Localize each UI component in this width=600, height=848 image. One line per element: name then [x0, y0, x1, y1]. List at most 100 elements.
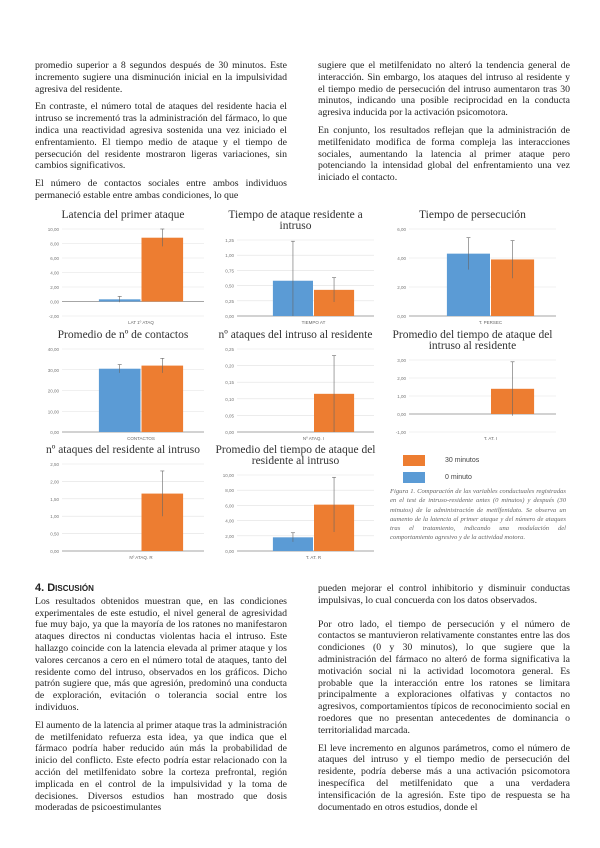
chart: Promedio del tiempo de ataque del intrus…: [385, 329, 560, 442]
y-tick-label: 0,15: [225, 380, 234, 385]
y-tick-label: 30,00: [48, 368, 60, 373]
y-tick-label: 1,00: [397, 394, 406, 399]
bar-30min: [141, 237, 184, 302]
paragraph: El aumento de la latencia al primer ataq…: [35, 719, 287, 814]
paragraph: Los resultados obtenidos muestran que, e…: [35, 595, 287, 713]
chart-plot: 2,50 2,00 1,50 1,00 0,50 0,00 Nº ATAQ. R: [50, 462, 204, 560]
y-tick-label: -1,00: [396, 430, 407, 435]
y-tick-label: 0,00: [225, 549, 234, 554]
y-tick-label: 2,00: [50, 479, 59, 484]
bottom-right-column: pueden mejorar el control inhibitorio y …: [318, 583, 570, 819]
paragraph: En contraste, el número total de ataques…: [35, 101, 287, 172]
chart-plot: 10,00 8,00 6,00 4,00 2,00 0,00 -2,00 LAT 1º ATA…: [48, 227, 204, 325]
chart: Latencia del primer ataque 10,00 8,00 6,00 4…: [38, 209, 208, 326]
x-category-label: TIEMPO AT: [302, 320, 326, 325]
y-tick-label: 0,05: [225, 413, 234, 418]
y-tick-label: 40,00: [48, 347, 60, 352]
chart-plot: 10,00 8,00 6,00 4,00 2,00 0,00 T. AT. R: [223, 473, 374, 560]
y-tick-label: 1,50: [50, 497, 59, 502]
top-right-column: sugiere que el metilfenidato no alteró l…: [318, 60, 570, 190]
chart: Tiempo de ataque residente a intruso 1,25…: [213, 209, 378, 326]
bottom-left-column: 4. Discusión Los resultados obtenidos mu…: [35, 582, 287, 820]
legend-item-0min: 0 minuto: [403, 472, 479, 483]
x-category-label: T. AT. I: [484, 436, 497, 441]
y-tick-label: 0,00: [50, 300, 59, 305]
chart-title: Promedio de nº de contactos: [57, 329, 189, 341]
bar-30min: [141, 365, 184, 432]
y-tick-label: 6,00: [397, 227, 406, 232]
bar-0min: [98, 368, 141, 432]
y-tick-label: 0,25: [225, 347, 234, 352]
paragraph: sugiere que el metilfenidato no alteró l…: [318, 60, 570, 119]
y-tick-label: 1,00: [50, 514, 59, 519]
chart-title: nº ataques del intruso al residente: [218, 329, 373, 341]
chart-title: Promedio del tiempo de ataque del intrus…: [392, 329, 553, 352]
chart-title: nº ataques del residente al intruso: [46, 444, 200, 456]
paragraph: Por otro lado, el tiempo de persecución …: [318, 618, 570, 736]
x-category-label: CONTACTOS: [127, 436, 155, 441]
y-tick-label: 0,00: [225, 430, 234, 435]
x-category-label: T. AT. R: [306, 555, 322, 560]
y-tick-label: 8,00: [225, 488, 234, 493]
y-tick-label: 2,00: [397, 376, 406, 381]
y-tick-label: 3,00: [397, 358, 406, 363]
y-tick-label: 2,00: [50, 285, 59, 290]
paragraph: El leve incremento en algunos parámetros…: [318, 742, 570, 813]
y-tick-label: 0,00: [397, 314, 406, 319]
y-tick-label: 4,00: [50, 271, 59, 276]
x-category-label: Nº ATAQ. R: [129, 555, 153, 560]
y-tick-label: 0,75: [225, 268, 234, 273]
top-left-column: promedio superior a 8 segundos después d…: [35, 60, 287, 208]
y-tick-label: 0,00: [50, 549, 59, 554]
y-tick-label: 2,00: [397, 285, 406, 290]
y-tick-label: 0,00: [50, 430, 59, 435]
y-tick-label: 0,00: [225, 314, 234, 319]
chart-legend: 30 minutos 0 minuto: [403, 455, 479, 489]
chart-plot: 1,25 1,00 0,75 0,50 0,25 0,00 TIEMPO AT: [225, 238, 374, 325]
paragraph: El número de contactos sociales entre am…: [35, 178, 287, 201]
legend-swatch: [403, 472, 425, 483]
y-tick-label: 0,20: [225, 364, 234, 369]
y-tick-label: 2,50: [50, 462, 59, 467]
y-tick-label: 0,50: [225, 284, 234, 289]
y-tick-label: 0,10: [225, 397, 234, 402]
x-category-label: Nº ATAQ. I: [303, 436, 324, 441]
legend-item-30min: 30 minutos: [403, 455, 479, 466]
chart-title: Latencia del primer ataque: [61, 209, 185, 221]
y-tick-label: 10,00: [48, 227, 60, 232]
x-category-label: LAT 1º ATAQ: [128, 320, 154, 325]
chart-plot: 3,00 2,00 1,00 0,00 -1,00 T. AT. I: [396, 358, 556, 441]
chart-title: Tiempo de persecución: [419, 209, 526, 221]
chart-plot: 40,00 30,00 20,00 10,00 0,00 CONTACTOS: [48, 347, 204, 441]
x-category-label: T. PERSEC: [479, 320, 503, 325]
chart: Tiempo de persecución 6,00 4,00 2,00 0,00 T. …: [385, 209, 560, 326]
y-tick-label: 4,00: [225, 519, 234, 524]
chart: Promedio de nº de contactos 40,00 30,00 20,…: [38, 329, 208, 442]
chart: nº ataques del intruso al residente 0,25 0…: [213, 329, 378, 442]
y-tick-label: 0,25: [225, 299, 234, 304]
chart: Promedio del tiempo de ataque del reside…: [213, 444, 378, 561]
y-tick-label: 20,00: [48, 389, 60, 394]
y-tick-label: 0,00: [397, 412, 406, 417]
y-tick-label: 2,00: [225, 534, 234, 539]
chart-plot: 6,00 4,00 2,00 0,00 T. PERSEC: [397, 227, 556, 325]
y-tick-label: 6,00: [50, 256, 59, 261]
y-tick-label: 6,00: [225, 503, 234, 508]
y-tick-label: 10,00: [48, 409, 60, 414]
y-tick-label: 0,50: [50, 532, 59, 537]
y-tick-label: 1,00: [225, 253, 234, 258]
y-tick-label: -2,00: [49, 314, 60, 319]
paragraph: pueden mejorar el control inhibitorio y …: [318, 583, 570, 606]
y-tick-label: 1,25: [225, 238, 234, 243]
y-tick-label: 4,00: [397, 256, 406, 261]
chart-title: Tiempo de ataque residente a intruso: [228, 209, 363, 232]
paragraph: En conjunto, los resultados reflejan que…: [318, 124, 570, 184]
legend-label: 30 minutos: [445, 457, 480, 464]
y-tick-label: 10,00: [223, 473, 235, 478]
section-title: 4. Discusión: [35, 582, 94, 594]
y-tick-label: 8,00: [50, 242, 59, 247]
bar-0min: [272, 537, 313, 551]
figure-caption: Figura 1. Comparación de las variables c…: [390, 488, 566, 542]
legend-label: 0 minuto: [445, 474, 472, 481]
